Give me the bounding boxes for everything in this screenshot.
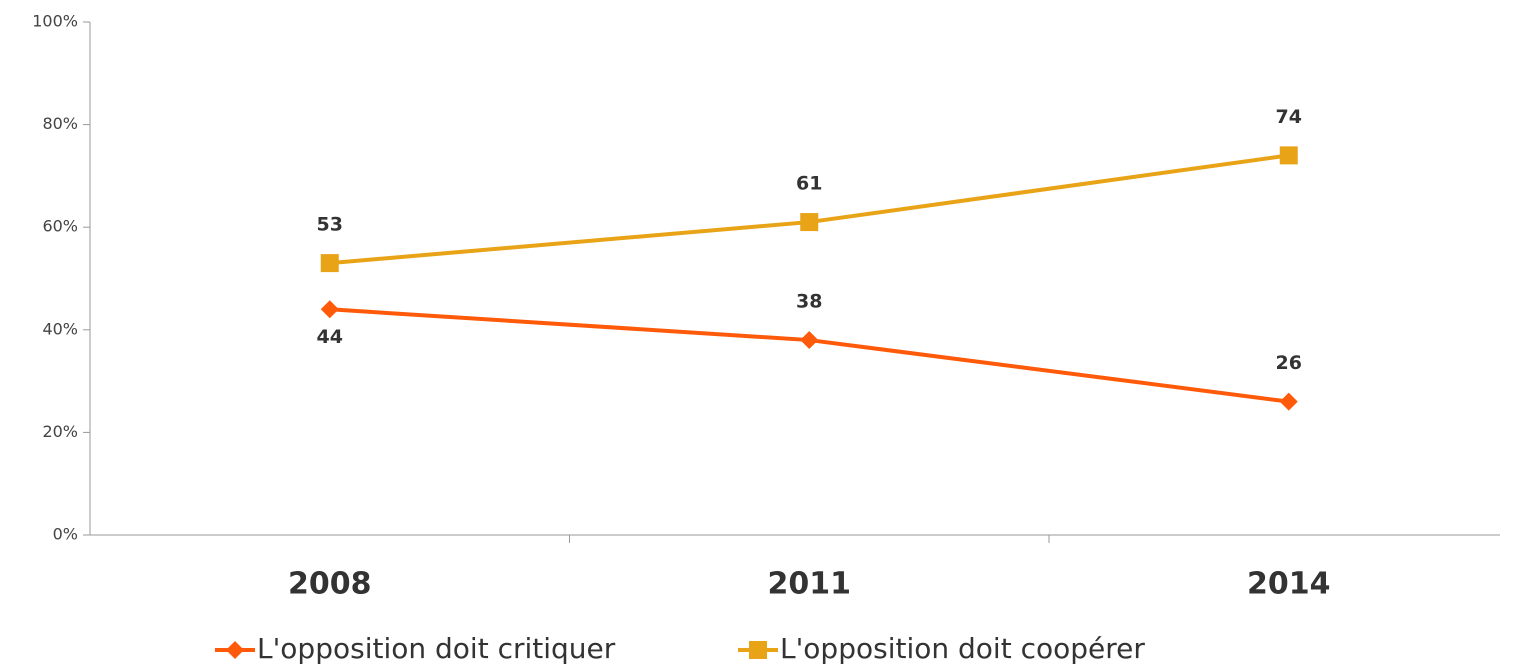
y-tick-label: 40% — [42, 319, 78, 338]
point — [1279, 146, 1298, 165]
y-tick-label: 100% — [32, 12, 78, 31]
y-tick-label: 80% — [42, 114, 78, 133]
point — [320, 300, 339, 319]
legend-marker — [226, 641, 244, 659]
legend-label: L'opposition doit critiquer — [257, 632, 616, 665]
data-label: 26 — [1276, 352, 1302, 374]
data-label: 44 — [317, 326, 343, 348]
x-tick-label: 2008 — [288, 567, 372, 602]
point — [800, 213, 819, 232]
data-label: 74 — [1276, 106, 1302, 128]
legend-label: L'opposition doit coopérer — [780, 632, 1145, 665]
y-tick-label: 60% — [42, 217, 78, 236]
data-label: 53 — [317, 214, 343, 236]
x-tick-label: 2011 — [768, 567, 852, 602]
x-tick-label: 2014 — [1247, 567, 1331, 602]
series-line — [329, 307, 1290, 404]
data-label: 38 — [796, 291, 822, 313]
point — [800, 331, 819, 350]
series-line — [329, 153, 1290, 266]
legend-marker — [749, 641, 767, 659]
data-label: 61 — [796, 173, 822, 195]
y-tick-label: 0% — [53, 525, 78, 544]
y-tick-label: 20% — [42, 422, 78, 441]
point — [1279, 392, 1298, 411]
point — [320, 254, 339, 273]
